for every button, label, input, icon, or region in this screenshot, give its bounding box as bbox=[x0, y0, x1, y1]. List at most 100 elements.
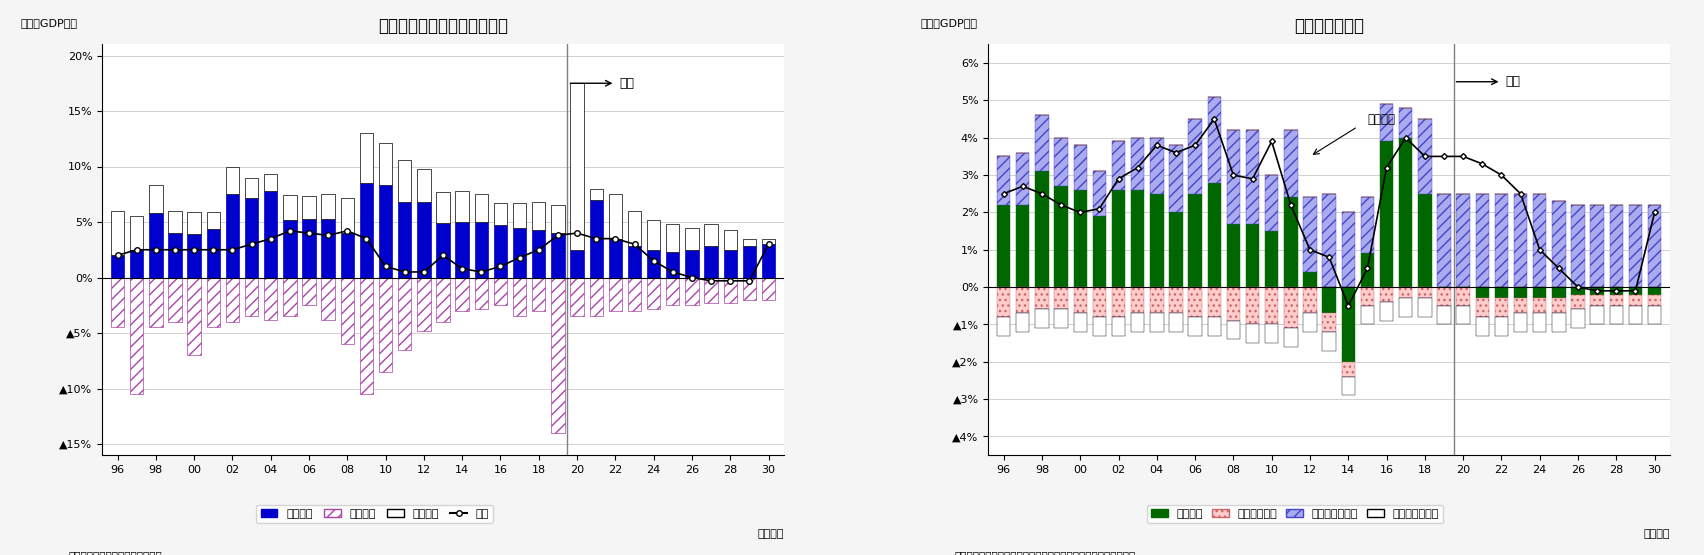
Legend: 貿易収支, サービス収支, 第一次所得収支, 第二次所得収支: 貿易収支, サービス収支, 第一次所得収支, 第二次所得収支 bbox=[1147, 504, 1443, 523]
Bar bbox=[1341, 377, 1355, 395]
Bar bbox=[417, 202, 431, 278]
Bar bbox=[1036, 171, 1048, 287]
Bar bbox=[1361, 287, 1373, 306]
海外 bbox=[375, 263, 395, 270]
Bar bbox=[1552, 287, 1566, 298]
経常収支 bbox=[1396, 134, 1416, 141]
経常収支 bbox=[1377, 164, 1397, 171]
Bar bbox=[475, 194, 487, 222]
海外 bbox=[509, 254, 530, 261]
Bar bbox=[1590, 205, 1603, 287]
Bar bbox=[302, 219, 315, 278]
海外 bbox=[721, 278, 741, 284]
Bar bbox=[455, 278, 469, 311]
Bar bbox=[1494, 317, 1508, 336]
Bar bbox=[1150, 287, 1164, 313]
Bar bbox=[743, 246, 757, 278]
Bar bbox=[1629, 205, 1643, 287]
海外 bbox=[644, 258, 665, 264]
Text: 予測: 予測 bbox=[619, 77, 634, 90]
Bar bbox=[494, 203, 508, 225]
Bar bbox=[455, 222, 469, 278]
Bar bbox=[1648, 306, 1661, 325]
Bar bbox=[648, 278, 661, 309]
経常収支 bbox=[1300, 246, 1321, 253]
Bar bbox=[1264, 175, 1278, 231]
Bar bbox=[1436, 306, 1450, 325]
Bar bbox=[1361, 198, 1373, 254]
Bar bbox=[302, 278, 315, 305]
Bar bbox=[1208, 287, 1222, 317]
Bar bbox=[1169, 213, 1183, 287]
Bar bbox=[436, 223, 450, 278]
Bar bbox=[322, 194, 336, 219]
Bar bbox=[1074, 313, 1087, 332]
Bar bbox=[1322, 194, 1336, 287]
Bar bbox=[245, 278, 259, 316]
経常収支 bbox=[1031, 190, 1051, 197]
Bar bbox=[264, 174, 278, 191]
経常収支 bbox=[1223, 171, 1244, 178]
Bar bbox=[704, 278, 717, 303]
海外 bbox=[758, 241, 779, 248]
Bar bbox=[360, 183, 373, 278]
Bar bbox=[704, 246, 717, 278]
Bar bbox=[1361, 306, 1373, 325]
Bar bbox=[1169, 145, 1183, 213]
Bar bbox=[187, 212, 201, 234]
経常収支 bbox=[1586, 287, 1607, 294]
Bar bbox=[1648, 205, 1661, 287]
海外 bbox=[203, 246, 223, 253]
Bar bbox=[1246, 287, 1259, 325]
Bar bbox=[627, 246, 641, 278]
Bar bbox=[1074, 145, 1087, 190]
Bar bbox=[494, 278, 508, 305]
海外 bbox=[242, 241, 262, 248]
Bar bbox=[1436, 287, 1450, 306]
Bar bbox=[283, 220, 296, 278]
Title: 制度部門別貯蓄投資バランス: 制度部門別貯蓄投資バランス bbox=[378, 17, 508, 34]
Bar bbox=[1418, 119, 1431, 194]
Text: 予測: 予測 bbox=[1505, 75, 1520, 88]
経常収支 bbox=[1205, 116, 1225, 123]
経常収支 bbox=[1281, 201, 1302, 208]
Bar bbox=[1629, 295, 1643, 306]
経常収支 bbox=[1510, 190, 1530, 197]
Bar bbox=[264, 191, 278, 278]
Bar bbox=[225, 166, 239, 194]
海外 bbox=[222, 246, 242, 253]
海外 bbox=[663, 269, 683, 275]
Bar bbox=[590, 278, 603, 316]
経常収支 bbox=[1242, 175, 1263, 182]
Bar bbox=[399, 202, 411, 278]
Bar bbox=[648, 220, 661, 250]
Bar bbox=[1111, 190, 1125, 287]
Bar bbox=[341, 278, 354, 344]
Bar bbox=[1246, 224, 1259, 287]
Bar bbox=[1399, 298, 1413, 317]
Bar bbox=[1074, 190, 1087, 287]
Bar bbox=[1169, 313, 1183, 332]
海外 bbox=[605, 235, 625, 242]
Bar bbox=[245, 198, 259, 278]
経常収支 bbox=[1166, 149, 1186, 156]
海外 bbox=[298, 230, 319, 236]
経常収支 bbox=[1356, 265, 1377, 272]
Bar bbox=[571, 83, 584, 250]
経常収支 bbox=[1261, 138, 1281, 145]
経常収支 bbox=[1472, 160, 1493, 167]
Bar bbox=[1322, 287, 1336, 313]
海外 bbox=[470, 269, 491, 275]
Title: 経常収支の推移: 経常収支の推移 bbox=[1293, 17, 1365, 34]
Bar bbox=[1169, 287, 1183, 313]
Text: （年度）: （年度） bbox=[757, 529, 784, 539]
Bar bbox=[1304, 198, 1317, 272]
Bar bbox=[1208, 317, 1222, 336]
Bar bbox=[169, 211, 182, 233]
Bar bbox=[1571, 287, 1585, 295]
Bar bbox=[1418, 194, 1431, 287]
Bar bbox=[1074, 287, 1087, 313]
Bar bbox=[111, 255, 124, 278]
Bar bbox=[997, 157, 1010, 205]
Bar bbox=[360, 278, 373, 394]
